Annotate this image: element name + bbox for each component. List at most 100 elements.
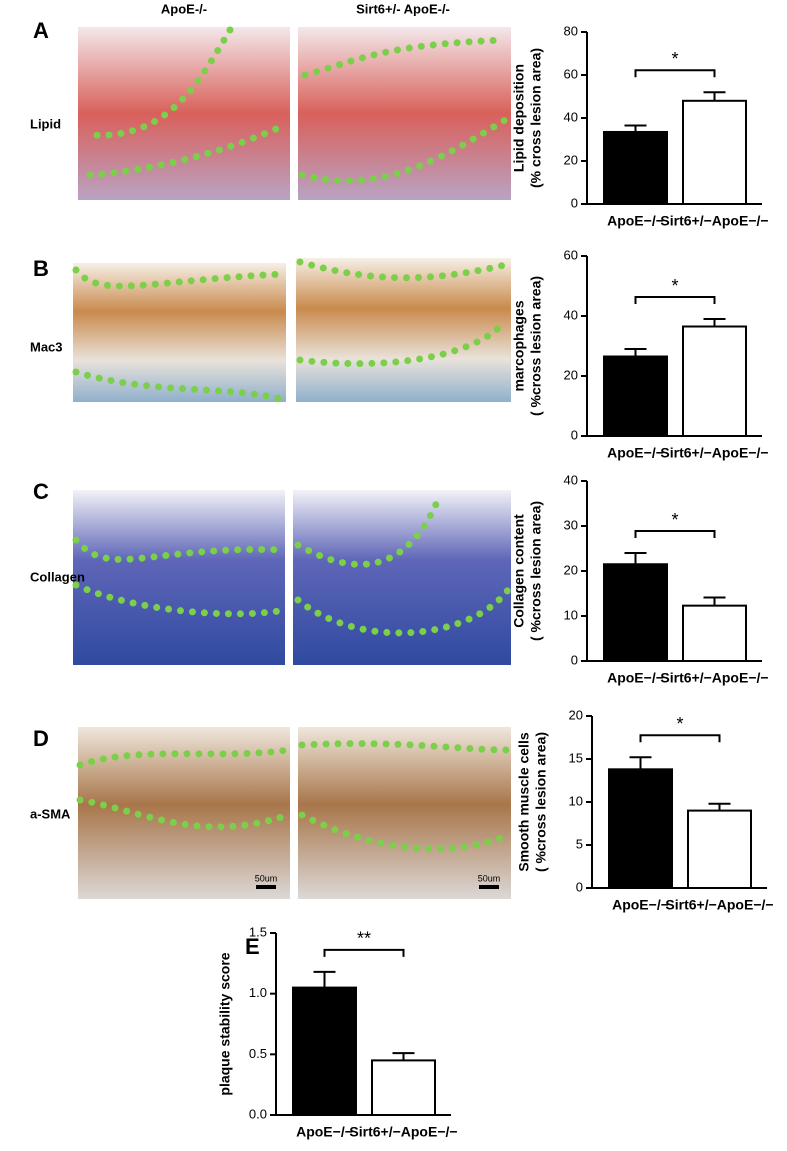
y-tick-label: 0.0	[249, 1106, 267, 1121]
y-tick-label: 20	[564, 367, 578, 382]
category-label: ApoE−/−	[296, 1124, 353, 1140]
outline	[298, 740, 512, 754]
y-tick-label: 20	[569, 707, 583, 722]
scale-bar	[256, 885, 276, 889]
outline	[294, 491, 444, 568]
row-label: Collagen	[30, 569, 85, 584]
bar	[603, 130, 668, 206]
bar	[687, 809, 752, 889]
error-bar	[703, 318, 726, 327]
scale-label: 50um	[255, 873, 278, 883]
bar	[682, 604, 747, 663]
outline	[298, 811, 512, 853]
image	[78, 27, 290, 200]
significance: *	[671, 49, 678, 69]
y-axis-label: ( %cross lesion area)	[533, 732, 549, 872]
y-tick-label: 20	[564, 152, 578, 167]
y-tick-label: 0.5	[249, 1046, 267, 1061]
category-label: Sirt6+/−ApoE−/−	[660, 445, 768, 461]
y-tick-label: 0	[571, 652, 578, 667]
column-header: ApoE-/-	[161, 1, 207, 16]
column-header: Sirt6+/- ApoE-/-	[356, 1, 450, 16]
y-tick-label: 0	[576, 879, 583, 894]
scale-bar	[479, 885, 499, 889]
error-bar	[703, 91, 726, 101]
bar	[608, 768, 673, 890]
y-tick-label: 1.5	[249, 924, 267, 939]
outline	[86, 121, 289, 179]
outline	[72, 368, 289, 404]
significance-bracket	[634, 69, 716, 78]
significance: *	[671, 276, 678, 296]
category-label: Sirt6+/−ApoE−/−	[660, 213, 768, 229]
y-axis-label: Smooth muscle cells	[516, 732, 532, 871]
outline	[298, 116, 509, 185]
category-label: Sirt6+/−ApoE−/−	[349, 1124, 457, 1140]
image	[293, 490, 511, 665]
outline	[72, 536, 289, 563]
y-axis-label: ( %cross lesion area)	[528, 501, 544, 641]
error-bar	[624, 348, 647, 357]
panel-label: A	[33, 18, 49, 43]
y-tick-label: 5	[576, 836, 583, 851]
row-label: Mac3	[30, 339, 63, 354]
panel-label: D	[33, 726, 49, 751]
significance-bracket	[639, 734, 721, 743]
y-axis-label: plaque stability score	[217, 952, 233, 1095]
y-tick-label: 0	[571, 427, 578, 442]
outline	[296, 318, 509, 368]
category-label: ApoE−/−	[607, 445, 664, 461]
bar	[603, 563, 668, 662]
bar	[682, 99, 747, 205]
row-label: a-SMA	[30, 806, 71, 821]
image	[298, 27, 511, 200]
y-tick-label: 0	[571, 195, 578, 210]
bar	[603, 355, 668, 437]
significance: **	[357, 929, 371, 949]
y-tick-label: 20	[564, 562, 578, 577]
bar	[371, 1059, 436, 1117]
row-label: Lipid	[30, 116, 61, 131]
error-bar	[313, 970, 336, 988]
category-label: ApoE−/−	[612, 897, 669, 913]
significance: *	[676, 714, 683, 734]
significance-bracket	[634, 296, 716, 304]
scale-label: 50um	[478, 873, 501, 883]
category-label: ApoE−/−	[607, 213, 664, 229]
significance-bracket	[634, 530, 716, 538]
y-tick-label: 30	[564, 517, 578, 532]
error-bar	[392, 1052, 415, 1061]
image	[296, 258, 511, 402]
y-tick-label: 10	[569, 793, 583, 808]
image	[73, 490, 285, 665]
histology	[72, 26, 512, 899]
category-label: Sirt6+/−ApoE−/−	[660, 670, 768, 686]
significance: *	[671, 510, 678, 530]
y-axis-label: Lipid deposition	[511, 64, 527, 172]
category-label: ApoE−/−	[607, 670, 664, 686]
outline	[72, 266, 289, 290]
y-tick-label: 40	[564, 307, 578, 322]
y-tick-label: 40	[564, 109, 578, 124]
y-tick-label: 1.0	[249, 985, 267, 1000]
outline	[86, 26, 234, 139]
panel-label: C	[33, 479, 49, 504]
y-axis-label: (% cross lesion area)	[528, 48, 544, 188]
outline	[294, 586, 512, 637]
y-tick-label: 10	[564, 607, 578, 622]
significance-bracket	[323, 948, 405, 957]
y-tick-label: 80	[564, 23, 578, 38]
y-tick-label: 60	[564, 66, 578, 81]
outline	[72, 581, 289, 618]
y-tick-label: 60	[564, 247, 578, 262]
outline	[76, 796, 292, 831]
image	[298, 727, 511, 899]
y-tick-label: 40	[564, 472, 578, 487]
outline	[76, 746, 292, 769]
panel-label: E	[245, 934, 260, 959]
y-axis-label: Collagen content	[511, 514, 527, 628]
error-bar	[629, 756, 652, 770]
error-bar	[703, 596, 726, 606]
panel-label: B	[33, 256, 49, 281]
bar	[292, 986, 357, 1116]
